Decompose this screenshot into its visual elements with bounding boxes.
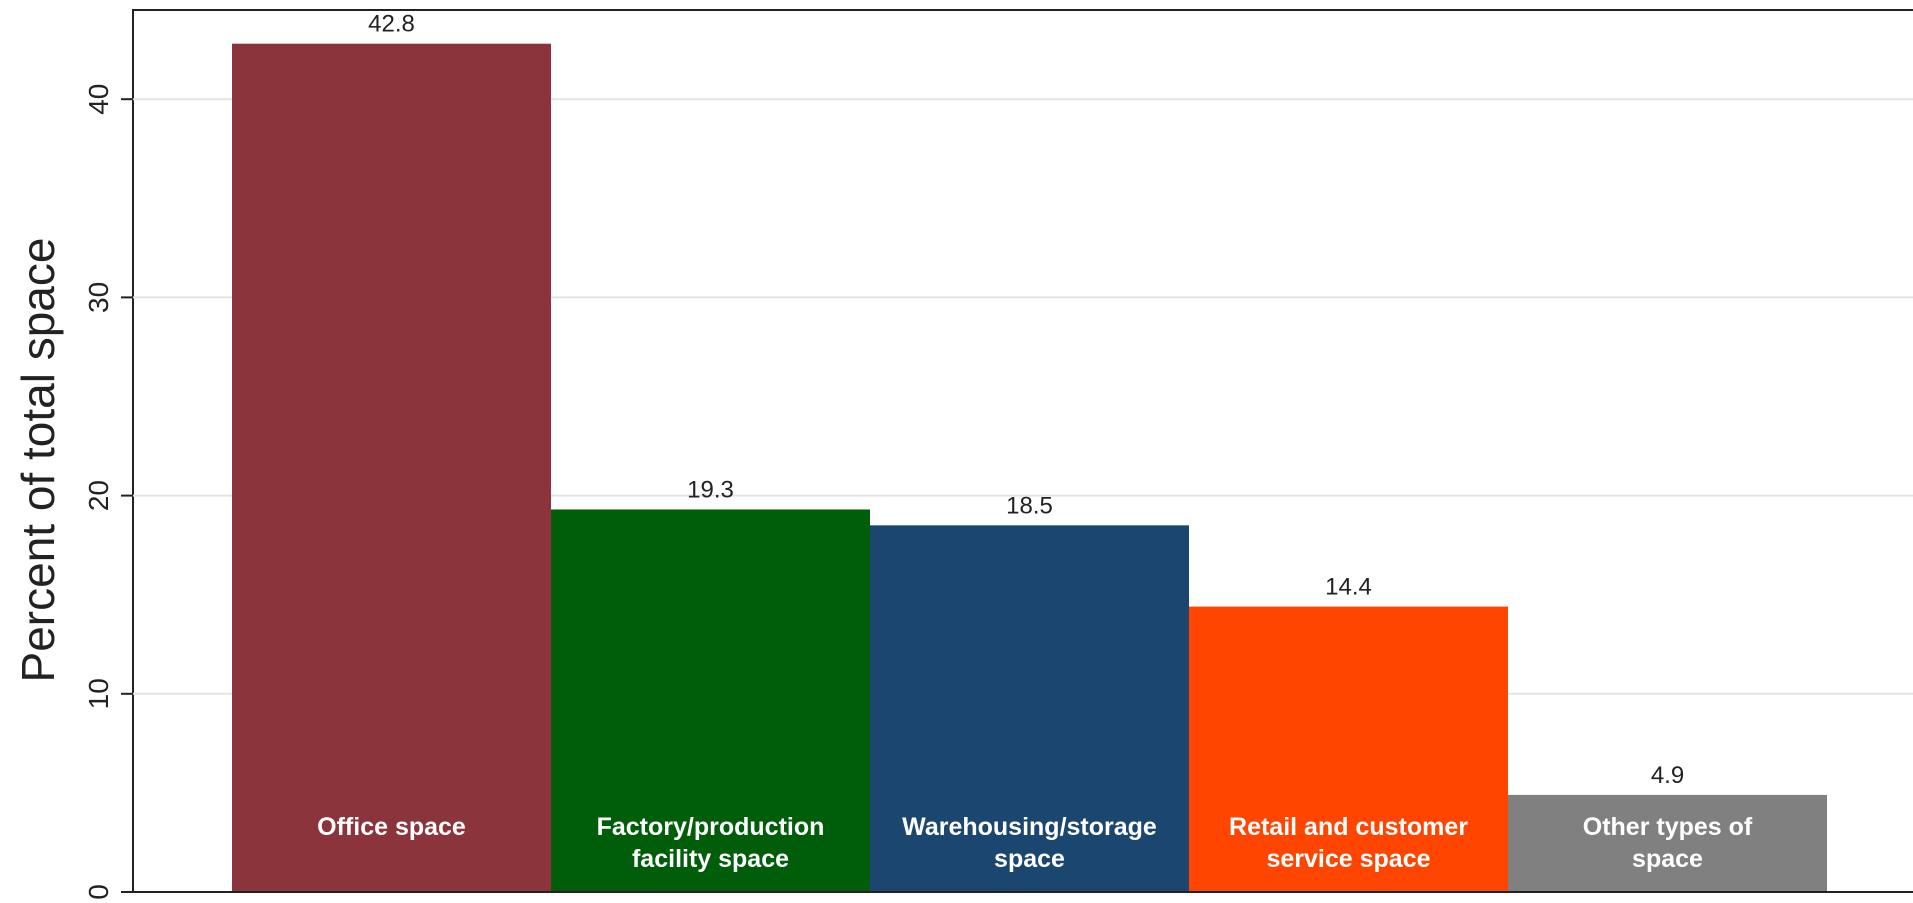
y-tick-label: 30 bbox=[83, 282, 114, 313]
bar bbox=[1189, 606, 1508, 892]
bar bbox=[232, 43, 551, 892]
category-labels: Office space Factory/production facility s… bbox=[317, 813, 1753, 873]
bars bbox=[232, 43, 1827, 892]
value-label: 18.5 bbox=[1006, 492, 1053, 519]
y-axis-ticks: 0 10 20 30 40 bbox=[83, 84, 133, 900]
category-label: Office space bbox=[317, 813, 466, 841]
bar bbox=[1508, 794, 1827, 892]
y-tick-label: 40 bbox=[83, 84, 114, 115]
value-label: 14.4 bbox=[1325, 574, 1372, 601]
y-tick-label: 10 bbox=[83, 678, 114, 709]
category-label: facility space bbox=[632, 845, 789, 873]
value-label: 19.3 bbox=[687, 476, 734, 503]
category-label: Warehousing/storage bbox=[902, 813, 1157, 841]
category-label: space bbox=[1632, 845, 1703, 873]
y-axis-label: Percent of total space bbox=[12, 238, 64, 683]
category-label: Other types of bbox=[1583, 813, 1753, 841]
bar bbox=[870, 525, 1189, 892]
y-tick-label: 20 bbox=[83, 480, 114, 511]
value-label: 4.9 bbox=[1651, 762, 1684, 789]
bar bbox=[551, 509, 870, 892]
category-label: service space bbox=[1266, 845, 1430, 873]
category-label: Retail and customer bbox=[1229, 813, 1468, 841]
category-label: space bbox=[994, 845, 1065, 873]
y-tick-label: 0 bbox=[83, 884, 114, 900]
category-label: Factory/production bbox=[597, 813, 825, 841]
value-label: 42.8 bbox=[368, 11, 415, 38]
value-labels: 42.8 19.3 18.5 14.4 4.9 bbox=[368, 11, 1684, 789]
